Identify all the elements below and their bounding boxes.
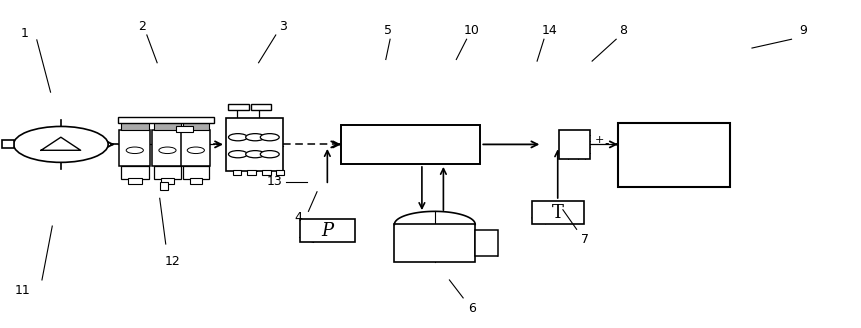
- Bar: [121, 122, 149, 130]
- Bar: [560, 130, 591, 159]
- Text: 7: 7: [581, 233, 589, 246]
- Bar: [618, 123, 729, 187]
- Bar: [181, 130, 210, 166]
- Circle shape: [228, 151, 247, 158]
- Text: 8: 8: [619, 24, 627, 37]
- Circle shape: [228, 133, 247, 141]
- Polygon shape: [41, 137, 81, 150]
- Bar: [189, 178, 201, 184]
- Bar: [118, 117, 214, 123]
- Text: T: T: [552, 204, 564, 222]
- Bar: [121, 166, 149, 179]
- Bar: [176, 126, 193, 132]
- Bar: [161, 178, 174, 184]
- Text: 12: 12: [164, 256, 181, 269]
- Text: 11: 11: [15, 284, 31, 297]
- Bar: [532, 201, 584, 224]
- Text: 4: 4: [294, 211, 302, 224]
- Circle shape: [260, 151, 279, 158]
- Bar: [154, 166, 181, 179]
- Bar: [160, 182, 168, 190]
- Circle shape: [159, 147, 176, 154]
- Text: 1: 1: [21, 27, 28, 40]
- Bar: [262, 170, 270, 175]
- Circle shape: [127, 147, 144, 154]
- Bar: [128, 178, 142, 184]
- Text: 14: 14: [542, 24, 557, 37]
- Text: +: +: [595, 135, 604, 146]
- Text: 6: 6: [468, 302, 475, 315]
- Text: 5: 5: [383, 24, 392, 37]
- Bar: [247, 170, 256, 175]
- Circle shape: [245, 133, 264, 141]
- Bar: [251, 104, 271, 110]
- Text: 10: 10: [464, 24, 480, 37]
- Text: 9: 9: [800, 24, 808, 37]
- Bar: [183, 122, 208, 130]
- Bar: [228, 104, 249, 110]
- Circle shape: [260, 133, 279, 141]
- Bar: [300, 219, 355, 242]
- Bar: [475, 230, 498, 256]
- Text: 3: 3: [279, 20, 287, 33]
- Text: 2: 2: [139, 20, 146, 33]
- Text: 13: 13: [266, 175, 282, 189]
- Bar: [120, 130, 151, 166]
- Bar: [154, 122, 181, 130]
- Circle shape: [14, 126, 108, 162]
- Bar: [152, 130, 183, 166]
- Bar: [2, 140, 14, 148]
- Circle shape: [245, 151, 264, 158]
- Bar: [276, 170, 284, 175]
- Bar: [226, 118, 282, 171]
- Bar: [394, 224, 475, 262]
- Bar: [232, 170, 241, 175]
- Text: P: P: [321, 222, 333, 240]
- Bar: [183, 166, 208, 179]
- Circle shape: [187, 147, 204, 154]
- Bar: [341, 125, 480, 164]
- Text: -: -: [604, 136, 609, 150]
